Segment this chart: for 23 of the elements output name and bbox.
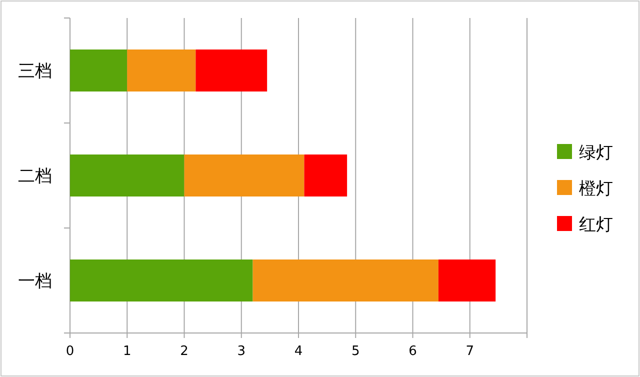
bar bbox=[70, 50, 128, 92]
bar bbox=[70, 154, 184, 196]
x-tick-label: 3 bbox=[237, 344, 246, 359]
bar bbox=[438, 260, 496, 302]
legend-label: 红灯 bbox=[579, 215, 613, 235]
bar bbox=[196, 50, 268, 92]
bar bbox=[127, 50, 196, 92]
legend-label: 橙灯 bbox=[579, 179, 613, 199]
x-tick-label: 1 bbox=[122, 344, 132, 359]
y-tick-label: 一档 bbox=[18, 272, 52, 292]
bar bbox=[70, 260, 253, 302]
x-tick-label: 7 bbox=[466, 344, 474, 359]
y-tick-label: 三档 bbox=[18, 62, 52, 82]
x-tick-label: 0 bbox=[66, 344, 74, 359]
x-tick-label: 4 bbox=[294, 344, 303, 359]
bar bbox=[304, 154, 348, 196]
x-tick-label: 2 bbox=[180, 344, 188, 359]
x-tick-label: 6 bbox=[408, 344, 417, 359]
bar bbox=[252, 260, 438, 302]
legend-label: 绿灯 bbox=[579, 143, 613, 163]
y-tick-label: 二档 bbox=[18, 166, 52, 186]
bar bbox=[184, 154, 304, 196]
x-tick-label: 5 bbox=[351, 344, 360, 359]
